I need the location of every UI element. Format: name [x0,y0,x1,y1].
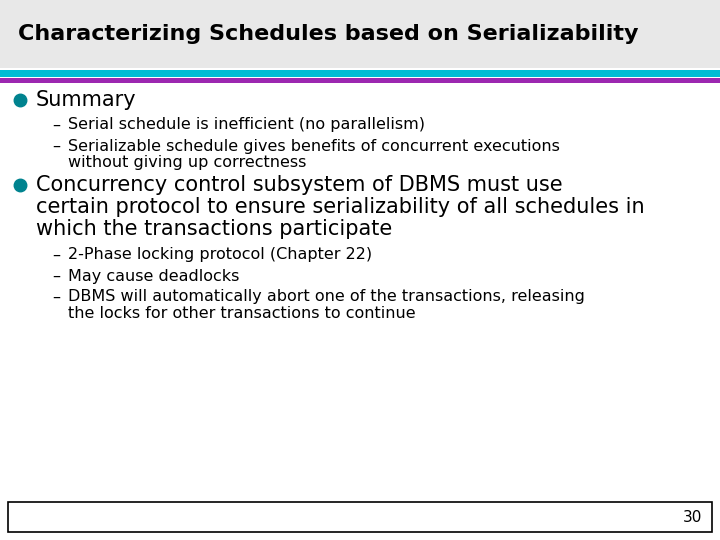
Text: –: – [52,289,60,305]
Text: certain protocol to ensure serializability of all schedules in: certain protocol to ensure serializabili… [36,197,644,217]
Text: –: – [52,247,60,262]
FancyBboxPatch shape [8,502,712,532]
Bar [0,78,720,83]
Bar [0,70,720,77]
Text: without giving up correctness: without giving up correctness [68,156,307,171]
Text: –: – [52,118,60,132]
Text: 2-Phase locking protocol (Chapter 22): 2-Phase locking protocol (Chapter 22) [68,247,372,262]
Text: Summary: Summary [36,90,137,110]
Text: the locks for other transactions to continue: the locks for other transactions to cont… [68,307,415,321]
Text: which the transactions participate: which the transactions participate [36,219,392,239]
Text: –: – [52,138,60,153]
Text: Serializable schedule gives benefits of concurrent executions: Serializable schedule gives benefits of … [68,138,560,153]
FancyBboxPatch shape [0,0,720,68]
Text: May cause deadlocks: May cause deadlocks [68,268,239,284]
Text: DBMS will automatically abort one of the transactions, releasing: DBMS will automatically abort one of the… [68,289,585,305]
Text: –: – [52,268,60,284]
Text: Concurrency control subsystem of DBMS must use: Concurrency control subsystem of DBMS mu… [36,175,562,195]
Text: Serial schedule is inefficient (no parallelism): Serial schedule is inefficient (no paral… [68,118,425,132]
Text: 30: 30 [683,510,702,524]
Text: Characterizing Schedules based on Serializability: Characterizing Schedules based on Serial… [18,24,639,44]
